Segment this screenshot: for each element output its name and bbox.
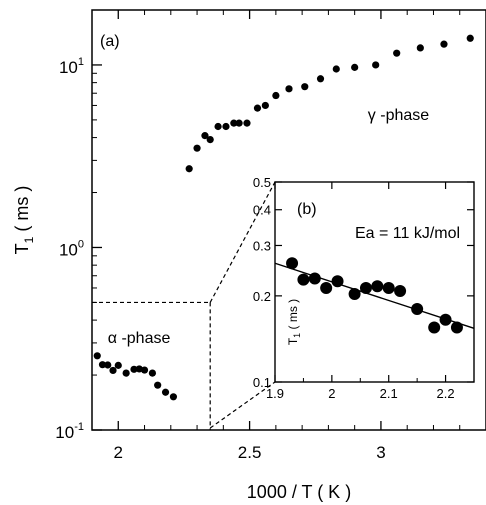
inset-data-point <box>382 282 395 295</box>
inset-data-point <box>331 275 344 288</box>
inset-x-tick-label: 2.2 <box>437 386 455 401</box>
inset-x-tick-label: 2 <box>328 386 335 401</box>
inset-y-tick-label: 0.1 <box>253 375 271 390</box>
data-point <box>109 366 117 375</box>
data-point <box>261 101 269 110</box>
data-point <box>316 75 325 83</box>
data-point <box>222 122 230 131</box>
inset-data-point <box>411 302 424 315</box>
inset-data-point <box>359 282 372 295</box>
inset-data-point <box>320 282 333 295</box>
inset-y-tick-label: 0.2 <box>253 289 271 304</box>
zoom-connector-top <box>209 181 276 303</box>
main-chart: 2 2.5 3 10-1 100 101 1000 / T ( K ) T1 ( ms ) (a… <box>12 9 486 502</box>
inset-data-point <box>371 280 384 293</box>
main-plot-frame <box>91 9 486 431</box>
data-point <box>440 40 448 48</box>
inset-y-axis-title: T1 ( ms ) <box>286 299 302 345</box>
y-tick-label: 10-1 <box>55 421 84 442</box>
data-point <box>301 83 309 91</box>
data-point <box>93 352 101 360</box>
y-tick-label: 101 <box>59 56 84 77</box>
data-point <box>393 49 401 57</box>
inset-data-point <box>286 257 299 270</box>
data-point <box>351 63 359 71</box>
data-point <box>161 388 170 396</box>
panel-label-b: (b) <box>297 201 317 218</box>
data-point <box>235 119 243 127</box>
inset-y-tick-label: 0.3 <box>253 238 271 253</box>
inset-y-tick-label: 0.4 <box>253 203 271 218</box>
inset-annotation: Ea = 11 kJ/mol <box>355 225 460 242</box>
data-point <box>104 361 112 369</box>
phase-annotation: α -phase <box>108 330 171 347</box>
data-point <box>372 61 380 69</box>
data-point <box>148 369 157 377</box>
data-point <box>169 393 178 401</box>
data-point <box>272 91 280 100</box>
data-point <box>201 132 209 140</box>
x-axis-title: 1000 / T ( K ) <box>247 482 351 502</box>
phase-annotation: γ -phase <box>368 107 429 124</box>
inset-data-point <box>297 273 310 286</box>
inset-x-tick-label: 2.1 <box>380 386 398 401</box>
inset-data-point <box>428 321 441 334</box>
y-axis-title: T1 ( ms ) <box>12 186 36 255</box>
data-point <box>130 365 138 373</box>
data-point <box>253 104 262 112</box>
inset-data-point <box>450 321 463 334</box>
data-point <box>206 135 214 144</box>
data-point <box>466 34 474 42</box>
data-point <box>185 165 193 173</box>
inset-data-point <box>394 284 407 297</box>
x-tick-label: 3 <box>376 443 385 462</box>
inset-data-point <box>308 272 321 285</box>
y-tick-label: 100 <box>59 238 84 259</box>
data-point <box>230 119 238 127</box>
panel-label-a: (a) <box>100 33 120 50</box>
data-point <box>140 366 149 374</box>
data-point <box>243 119 251 127</box>
inset-data-point <box>348 288 361 301</box>
data-point <box>154 381 162 389</box>
data-point <box>98 361 107 369</box>
data-point <box>214 122 222 131</box>
inset-data-point <box>439 313 452 326</box>
x-tick-label: 2 <box>114 443 123 462</box>
data-point <box>193 144 201 152</box>
inset-y-tick-label: 0.5 <box>253 175 271 190</box>
data-point <box>114 361 122 369</box>
data-point <box>285 85 293 93</box>
data-point <box>122 369 130 377</box>
data-point <box>416 44 424 52</box>
inset-chart: 1.9 2 2.1 2.2 0.1 0.2 0.3 0.4 0.5 T1 ( ms ) (b) Ea … <box>253 175 475 401</box>
inset-x-tick-label: 1.9 <box>266 386 284 401</box>
zoom-connector-bottom <box>209 381 276 429</box>
data-point <box>332 65 340 73</box>
x-tick-label: 2.5 <box>238 443 262 462</box>
